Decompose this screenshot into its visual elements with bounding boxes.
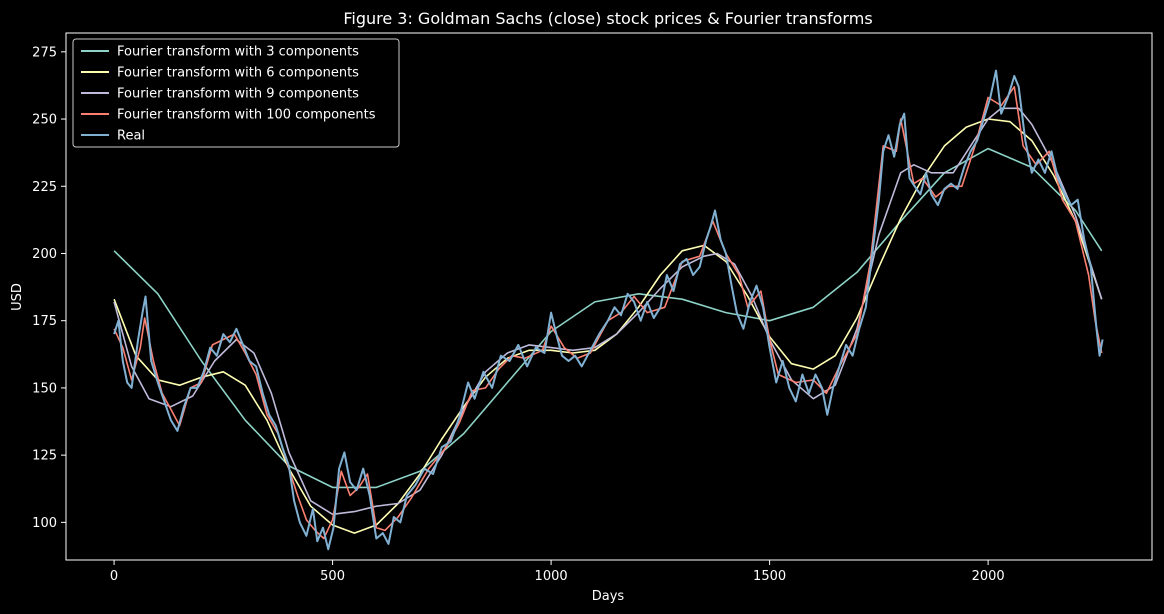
legend-entry-4: Real: [117, 129, 145, 144]
x-tick-label: 2000: [972, 569, 1005, 584]
series-line-0: [113, 147, 1103, 489]
legend-entry-3: Fourier transform with 100 components: [117, 108, 376, 123]
legend: Fourier transform with 3 components Fouri…: [72, 38, 400, 148]
y-tick-label: 275: [32, 45, 57, 60]
plot-area: [113, 69, 1104, 551]
chart-title: Figure 3: Goldman Sachs (close) stock pr…: [343, 9, 872, 28]
y-tick-label: 225: [32, 180, 57, 195]
y-tick-label: 175: [32, 314, 57, 329]
legend-box: [72, 38, 400, 148]
legend-entry-0: Fourier transform with 3 components: [117, 45, 359, 60]
plot-frame: [65, 32, 1153, 561]
series-line-4: [113, 69, 1104, 551]
series-line-2: [113, 107, 1103, 516]
y-tick-label: 200: [32, 247, 57, 262]
x-tick-label: 500: [320, 569, 345, 584]
legend-entry-1: Fourier transform with 6 components: [117, 66, 359, 81]
x-tick-label: 1500: [753, 569, 786, 584]
legend-entry-2: Fourier transform with 9 components: [117, 87, 359, 102]
x-axis-label: Days: [592, 589, 625, 604]
y-tick-label: 250: [32, 113, 57, 128]
y-tick-label: 150: [32, 381, 57, 396]
x-tick-label: 0: [110, 569, 118, 584]
y-axis-label: USD: [10, 283, 25, 311]
series-line-1: [113, 118, 1103, 534]
x-tick-label: 1000: [535, 569, 568, 584]
y-axis: 100 125 150 175 200 225 250 275: [32, 45, 66, 531]
y-tick-label: 100: [32, 516, 57, 531]
x-axis: 0 500 1000 1500 2000: [110, 560, 1005, 584]
y-tick-label: 125: [32, 449, 57, 464]
